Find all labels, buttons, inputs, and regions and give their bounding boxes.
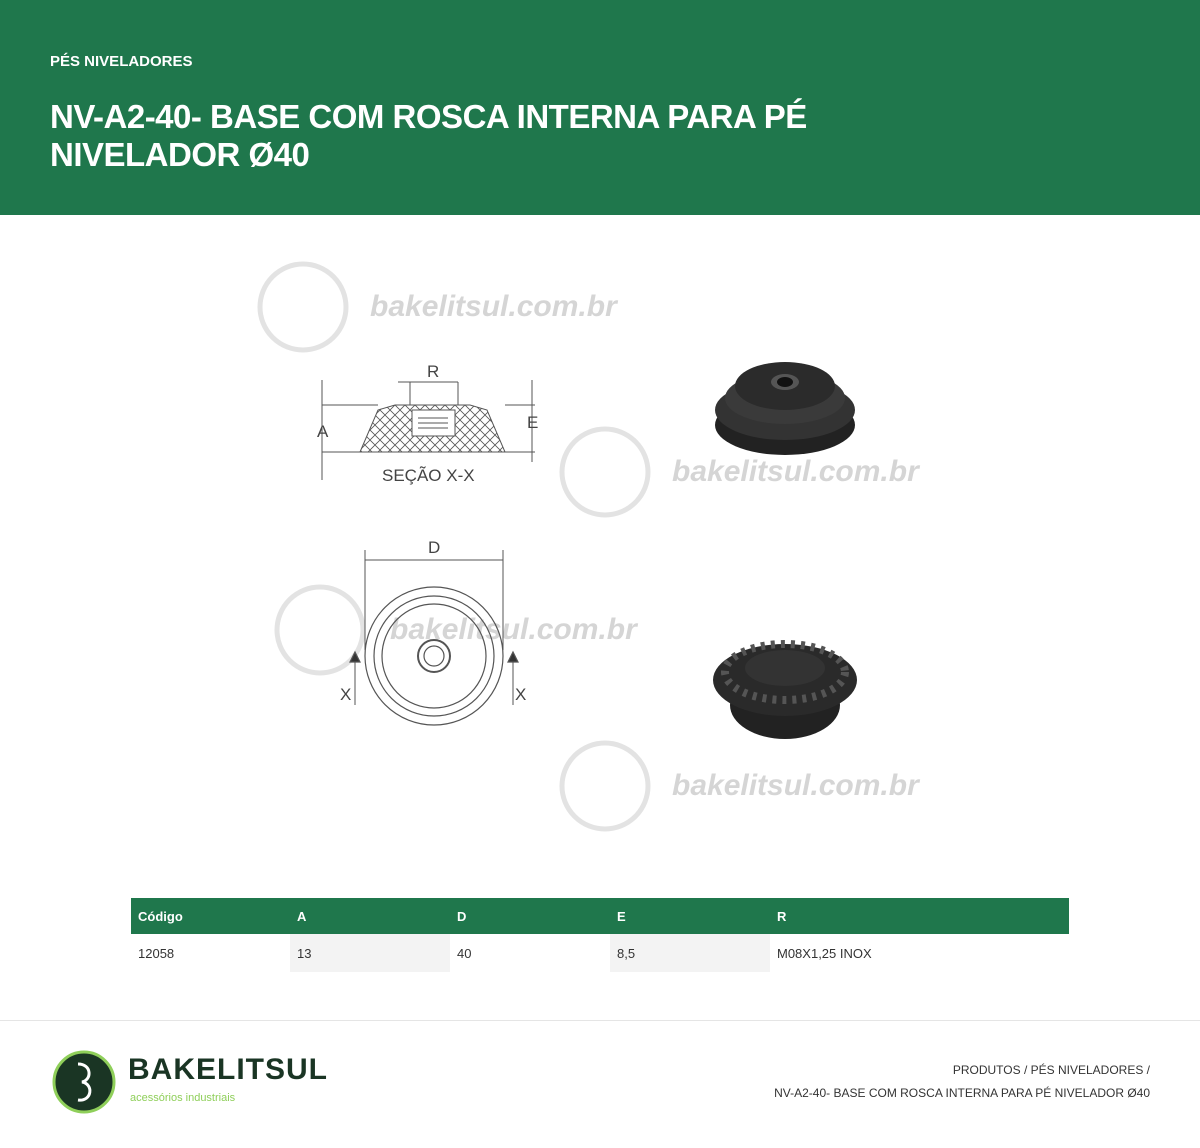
section-view [321,380,535,480]
product-image-top [715,362,855,455]
product-image-bottom [713,640,857,739]
page-header: PÉS NIVELADORES NV-A2-40- BASE COM ROSCA… [0,0,1200,215]
dim-e-label: E [527,413,538,432]
col-header: D [450,898,610,934]
category-label: PÉS NIVELADORES [50,53,193,70]
top-view [349,550,519,726]
product-drawing: bakelitsul.com.br bakelitsul.com.br bake… [257,261,921,832]
breadcrumb[interactable]: PRODUTOS / PÉS NIVELADORES / [952,1063,1150,1077]
cell-r: M08X1,25 INOX [777,945,872,961]
brand-name[interactable]: BAKELITSUL [128,1053,328,1086]
cut-label-right: X [515,685,526,704]
breadcrumb-current: NV-A2-40- BASE COM ROSCA INTERNA PARA PÉ… [774,1086,1150,1100]
watermark-text: bakelitsul.com.br [672,455,921,488]
section-label: SEÇÃO X-X [382,466,475,485]
col-header: R [770,898,1069,934]
dim-a-label: A [317,422,329,441]
cell-e: 8,5 [610,934,770,972]
spec-table: Código A D E R 12058 13 40 8,5 M08X1,25 … [131,898,1069,972]
col-header: E [610,898,770,934]
watermark-text: bakelitsul.com.br [370,290,619,323]
brand-tagline: acessórios industriais [130,1092,236,1104]
watermark-text: bakelitsul.com.br [672,769,921,802]
dim-r-label: R [427,362,439,381]
col-header: A [290,898,450,934]
table-row: 12058 13 40 8,5 M08X1,25 INOX [131,934,1069,972]
cell-code: 12058 [138,945,175,961]
table-header-row: Código A D E R [131,898,1069,934]
cut-label-left: X [340,685,351,704]
col-header: Código [131,898,290,934]
dim-d-label: D [428,538,440,557]
brand-logo-icon[interactable] [52,1050,116,1114]
footer-divider [0,1020,1200,1021]
page-title: NV-A2-40- BASE COM ROSCA INTERNA PARA PÉ… [50,98,807,173]
watermark-logos [257,261,651,832]
cell-a: 13 [290,934,450,972]
cell-d: 40 [457,945,472,961]
